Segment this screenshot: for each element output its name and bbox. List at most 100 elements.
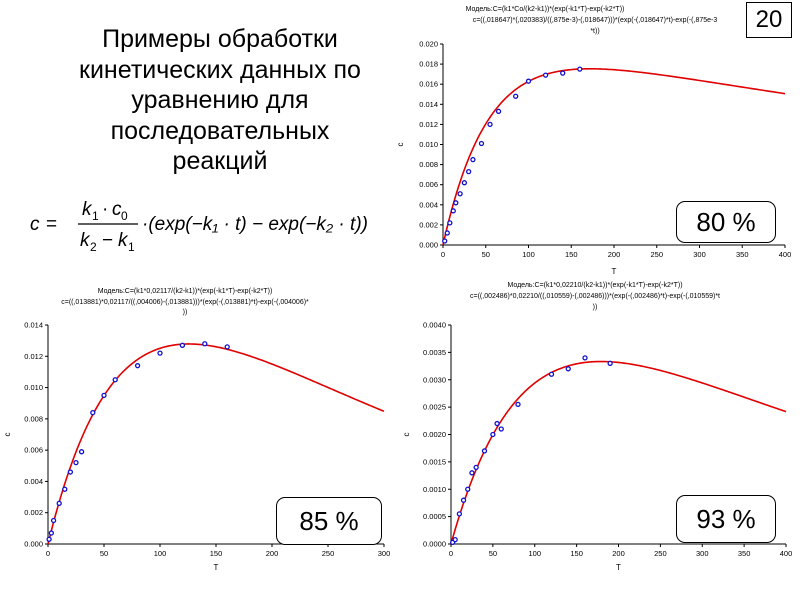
formula-den-k1: k	[118, 230, 129, 251]
model-equation-line: *t))	[590, 28, 599, 35]
formula-num-k-sub: 1	[92, 209, 99, 223]
formula-den-minus: −	[102, 230, 113, 251]
x-tick-label: 400	[780, 549, 793, 558]
accuracy-label-bottom-left: 85 %	[276, 497, 382, 545]
y-tick-label: 0.0015	[423, 457, 446, 466]
title-line: последовательных	[110, 116, 330, 145]
x-axis-label: T	[214, 563, 219, 572]
data-point	[582, 355, 588, 361]
data-point	[157, 350, 163, 356]
formula-num-c-sub: 0	[121, 209, 128, 223]
title-line: реакций	[172, 147, 268, 175]
y-tick-label: 0.014	[24, 321, 43, 330]
data-point	[565, 366, 571, 372]
y-tick-label: 0.0005	[423, 512, 446, 521]
x-tick-label: 0	[46, 549, 50, 558]
data-point	[525, 78, 532, 84]
x-tick-label: 50	[482, 250, 490, 259]
data-point	[112, 377, 118, 383]
title-line: Примеры обработки	[102, 25, 338, 53]
y-tick-label: 0.010	[419, 140, 438, 149]
x-tick-label: 0	[449, 549, 453, 558]
x-tick-label: 400	[779, 250, 792, 259]
model-equation-line: Модель:C=(k1*0,02117/(k2-k1))*(exp(-k1*T…	[98, 288, 273, 295]
y-tick-label: 0.000	[419, 241, 438, 250]
x-tick-label: 150	[210, 549, 223, 558]
x-tick-label: 300	[693, 250, 706, 259]
y-axis-label: c	[3, 433, 12, 437]
model-equation-line: Модель:C=(k1*0,02210/(k2-k1))*(exp(-k1*T…	[507, 282, 682, 289]
x-tick-label: 100	[528, 549, 541, 558]
x-tick-label: 300	[378, 549, 391, 558]
data-point	[447, 220, 453, 226]
data-point	[450, 208, 456, 214]
formula-den-k2: k	[80, 230, 91, 251]
y-axis-label: c	[396, 143, 405, 147]
x-axis-label: T	[616, 563, 621, 572]
y-tick-label: 0.0040	[423, 321, 446, 330]
data-point	[461, 180, 468, 186]
y-tick-label: 0.004	[24, 477, 43, 486]
y-tick-label: 0.008	[419, 160, 438, 169]
y-tick-label: 0.002	[24, 508, 43, 517]
x-tick-label: 150	[565, 250, 578, 259]
data-point	[548, 371, 555, 377]
y-tick-label: 0.006	[24, 446, 43, 455]
data-point	[452, 536, 458, 543]
x-tick-label: 350	[738, 549, 751, 558]
y-tick-label: 0.0025	[423, 403, 446, 412]
data-point	[50, 517, 57, 524]
y-tick-label: 0.020	[419, 40, 438, 49]
data-point	[470, 156, 476, 163]
data-point	[101, 392, 107, 399]
data-point	[456, 511, 463, 517]
fitted-curve	[450, 360, 787, 545]
y-tick-label: 0.004	[419, 200, 438, 209]
x-tick-label: 50	[100, 549, 108, 558]
x-tick-label: 200	[608, 250, 621, 259]
y-tick-label: 0.016	[419, 80, 438, 89]
data-point	[490, 431, 496, 438]
formula-lhs: c	[30, 214, 40, 235]
page-number: 20	[746, 2, 792, 38]
data-point	[90, 409, 96, 416]
data-point	[473, 464, 479, 471]
formula-rhs: ·(exp(−k₁ · t) − exp(−k₂ · t))	[142, 214, 368, 235]
y-tick-label: 0.0020	[423, 430, 446, 439]
y-tick-label: 0.018	[419, 60, 438, 69]
data-point	[466, 168, 472, 175]
y-tick-label: 0.0000	[423, 540, 446, 549]
fitted-curve	[442, 67, 786, 246]
data-point	[498, 426, 504, 432]
model-equation-line: ))	[593, 304, 598, 311]
data-point	[73, 460, 79, 466]
data-point	[469, 470, 475, 476]
data-point	[560, 70, 566, 76]
x-tick-label: 300	[696, 549, 709, 558]
y-tick-label: 0.008	[24, 414, 43, 423]
accuracy-label-top-right: 80 %	[676, 201, 776, 243]
formula-den-k1-sub: 1	[128, 240, 135, 254]
data-point	[78, 449, 85, 455]
data-point	[481, 448, 488, 454]
data-point	[224, 344, 230, 350]
y-tick-label: 0.002	[419, 220, 438, 229]
x-tick-label: 250	[322, 549, 335, 558]
data-point	[442, 238, 448, 244]
data-point	[56, 500, 62, 506]
data-point	[478, 140, 485, 147]
y-tick-label: 0.014	[419, 100, 438, 109]
title-line: уравнению для	[131, 86, 309, 114]
formula-num-k: k	[82, 199, 93, 220]
model-equation-line: c=((,018647)*(,020383)/((,875e-3)-(,0186…	[473, 17, 718, 24]
model-equation-line: c=((,013881)*0,02117/((,004006)-(,013881…	[61, 299, 309, 306]
y-tick-label: 0.000	[24, 540, 43, 549]
data-point	[453, 200, 459, 206]
x-tick-label: 200	[266, 549, 279, 558]
chart-top-right: Модель:C=(k1*Co/(k2-k1))*(exp(-k1*T)-exp…	[396, 6, 792, 276]
data-point	[62, 486, 68, 492]
accuracy-label-bottom-right: 93 %	[676, 495, 776, 543]
x-tick-label: 350	[736, 250, 749, 259]
x-tick-label: 50	[489, 549, 497, 558]
x-tick-label: 0	[441, 250, 445, 259]
